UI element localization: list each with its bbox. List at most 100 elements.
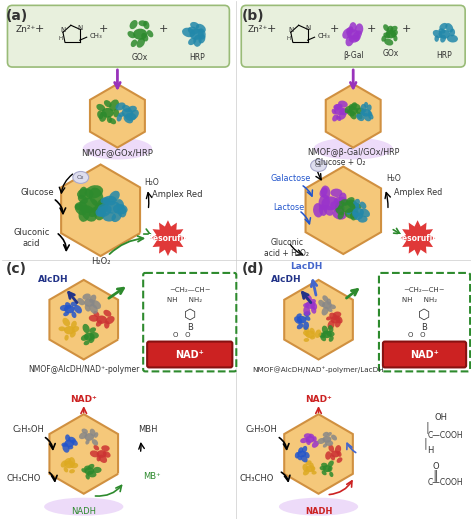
Ellipse shape: [335, 316, 343, 323]
Ellipse shape: [304, 294, 312, 301]
Text: C₂H₅OH: C₂H₅OH: [245, 425, 277, 434]
Ellipse shape: [83, 341, 90, 345]
Ellipse shape: [341, 199, 349, 205]
Ellipse shape: [122, 105, 131, 112]
Ellipse shape: [309, 299, 316, 305]
Ellipse shape: [338, 100, 348, 108]
Text: HRP: HRP: [437, 50, 452, 60]
Text: Zn²⁺: Zn²⁺: [247, 25, 267, 34]
Ellipse shape: [121, 108, 133, 118]
Ellipse shape: [310, 462, 314, 469]
Ellipse shape: [350, 203, 359, 212]
Ellipse shape: [347, 29, 359, 39]
Ellipse shape: [296, 314, 302, 318]
Ellipse shape: [129, 110, 139, 120]
Ellipse shape: [60, 305, 69, 311]
Ellipse shape: [329, 336, 334, 342]
Text: C₂H₅OH: C₂H₅OH: [12, 425, 44, 434]
Ellipse shape: [319, 466, 326, 471]
Text: HRP: HRP: [189, 53, 205, 61]
Ellipse shape: [328, 320, 335, 330]
Ellipse shape: [346, 35, 354, 46]
Ellipse shape: [104, 201, 120, 214]
Ellipse shape: [339, 108, 349, 115]
Text: O₂: O₂: [77, 175, 84, 180]
Text: NAD⁺: NAD⁺: [175, 350, 204, 360]
Text: MB⁺: MB⁺: [143, 472, 161, 482]
Ellipse shape: [328, 445, 334, 452]
Ellipse shape: [346, 27, 353, 35]
Polygon shape: [284, 414, 353, 494]
Ellipse shape: [117, 205, 127, 217]
Text: Glucose + O₂: Glucose + O₂: [315, 158, 365, 167]
Ellipse shape: [328, 461, 334, 467]
Ellipse shape: [82, 324, 90, 333]
Ellipse shape: [102, 212, 116, 222]
Ellipse shape: [103, 451, 110, 458]
Text: MBH: MBH: [138, 425, 158, 434]
Text: ⬡: ⬡: [184, 308, 196, 322]
Ellipse shape: [297, 316, 307, 323]
Text: CH₃: CH₃: [318, 33, 330, 39]
Ellipse shape: [71, 302, 77, 306]
Ellipse shape: [338, 112, 346, 120]
Ellipse shape: [84, 465, 91, 471]
Text: │: │: [425, 421, 430, 433]
Ellipse shape: [314, 138, 393, 160]
Ellipse shape: [319, 194, 330, 210]
Ellipse shape: [335, 205, 344, 215]
Polygon shape: [326, 84, 381, 148]
FancyBboxPatch shape: [379, 273, 470, 371]
Ellipse shape: [87, 471, 96, 477]
Ellipse shape: [72, 311, 76, 318]
Ellipse shape: [310, 328, 315, 334]
Polygon shape: [400, 220, 436, 256]
Ellipse shape: [109, 99, 119, 111]
Ellipse shape: [446, 23, 453, 32]
Ellipse shape: [332, 209, 346, 219]
Text: +: +: [99, 24, 108, 34]
Ellipse shape: [133, 29, 147, 40]
Ellipse shape: [70, 463, 78, 469]
Ellipse shape: [360, 209, 370, 217]
Text: Gluconic
acid: Gluconic acid: [13, 228, 49, 248]
Text: AlcDH: AlcDH: [38, 276, 68, 284]
Ellipse shape: [449, 29, 455, 36]
Ellipse shape: [90, 450, 99, 458]
Ellipse shape: [118, 112, 125, 117]
Ellipse shape: [303, 327, 310, 333]
Ellipse shape: [64, 458, 71, 465]
Ellipse shape: [68, 437, 76, 443]
Ellipse shape: [345, 209, 358, 219]
Ellipse shape: [349, 35, 359, 43]
Ellipse shape: [113, 204, 128, 214]
Ellipse shape: [62, 443, 68, 447]
Ellipse shape: [383, 24, 389, 31]
Text: Zn²⁺: Zn²⁺: [15, 25, 36, 34]
Ellipse shape: [303, 303, 310, 307]
Text: O: O: [432, 462, 439, 472]
Ellipse shape: [125, 113, 136, 121]
Ellipse shape: [97, 450, 107, 458]
Ellipse shape: [306, 465, 315, 472]
Ellipse shape: [331, 435, 337, 440]
Ellipse shape: [303, 311, 310, 316]
Text: Amplex Red: Amplex Red: [394, 188, 442, 197]
FancyBboxPatch shape: [143, 273, 237, 371]
Ellipse shape: [336, 115, 341, 121]
Ellipse shape: [300, 438, 308, 443]
Ellipse shape: [101, 445, 109, 451]
Ellipse shape: [64, 439, 74, 447]
Ellipse shape: [311, 466, 315, 472]
Ellipse shape: [79, 432, 87, 439]
Text: H₂O: H₂O: [386, 174, 401, 183]
Ellipse shape: [82, 428, 88, 434]
Ellipse shape: [313, 436, 317, 442]
Ellipse shape: [334, 107, 345, 115]
Ellipse shape: [77, 298, 85, 305]
Ellipse shape: [385, 30, 396, 38]
Ellipse shape: [352, 203, 361, 210]
Text: NMOF@AlcDH/NAD⁺-polymer/LacDH: NMOF@AlcDH/NAD⁺-polymer/LacDH: [253, 366, 384, 373]
Ellipse shape: [439, 23, 447, 30]
Text: NAD⁺: NAD⁺: [410, 350, 439, 360]
